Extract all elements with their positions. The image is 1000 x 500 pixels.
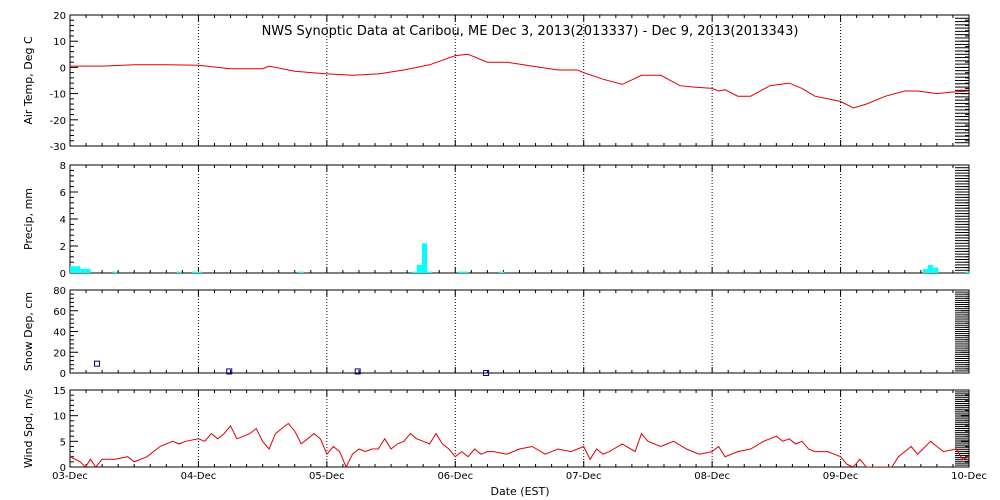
air-temp-y-tick-label: 20 (53, 11, 66, 22)
precip-bar (922, 268, 928, 273)
precip-bar (85, 268, 91, 273)
snow-depth-y-tick-label: 40 (53, 328, 66, 339)
precip-panel: 0 2 4 6 8 Precip, mm (22, 161, 971, 280)
snow-depth-y-tick-label: 20 (53, 348, 66, 359)
precip-y-tick-label: 2 (60, 242, 66, 253)
x-tick-label: 08-Dec (694, 471, 730, 482)
air-temp-y-tick-label: -30 (50, 142, 66, 153)
chart-panels: -30 -20 -10 0 10 20 Air Temp, Deg C 0 2 4 6 8 Precip… (22, 11, 987, 482)
x-tick-label: 03-Dec (52, 471, 88, 482)
air-temp-series-line (70, 53, 969, 109)
air-temp-panel: -30 -20 -10 0 10 20 Air Temp, Deg C (22, 11, 970, 153)
air-temp-y-axis-label: Air Temp, Deg C (22, 36, 35, 125)
precip-bar (427, 271, 433, 273)
wind-speed-y-axis-label: Wind Spd, m/s (22, 389, 35, 469)
snow-depth-marker (93, 360, 100, 367)
precip-bar (411, 271, 417, 273)
x-tick-label: 05-Dec (309, 471, 345, 482)
air-temp-y-tick-label: -20 (50, 116, 66, 127)
x-tick-label: 04-Dec (181, 471, 217, 482)
x-tick-label: 06-Dec (437, 471, 473, 482)
air-temp-y-tick-label: 10 (53, 37, 66, 48)
snow-depth-y-tick-label: 0 (60, 369, 66, 380)
precip-bar (298, 271, 304, 273)
precip-bar (75, 266, 81, 273)
snow-depth-marker (483, 370, 490, 376)
precip-bar (112, 271, 118, 273)
precip-y-axis-label: Precip, mm (22, 188, 35, 250)
precip-bar (416, 264, 422, 273)
precip-y-tick-label: 4 (60, 215, 66, 226)
precip-bar (192, 271, 198, 273)
snow-depth-panel: 0 20 40 60 80 Snow Dep, cm (22, 286, 970, 380)
precip-bar (80, 268, 86, 273)
wind-speed-y-tick-label: 10 (53, 412, 66, 423)
precip-bar (462, 271, 469, 273)
precip-bar (421, 243, 428, 273)
wind-speed-y-tick-label: 15 (53, 386, 66, 397)
x-tick-label: 10-Dec (951, 471, 987, 482)
precip-bar (933, 267, 939, 273)
wind-speed-series-line (70, 422, 969, 467)
precip-bar (927, 264, 934, 273)
chart-title: NWS Synoptic Data at Caribou, ME Dec 3, … (262, 24, 799, 39)
precip-bar (176, 271, 182, 273)
precip-bar (197, 271, 203, 273)
precip-y-tick-label: 8 (60, 161, 66, 172)
snow-depth-y-axis-label: Snow Dep, cm (22, 292, 35, 371)
snow-depth-y-tick-label: 80 (53, 286, 66, 297)
precip-y-tick-label: 0 (60, 269, 66, 280)
precip-y-tick-label: 6 (60, 188, 66, 199)
x-tick-label: 09-Dec (823, 471, 859, 482)
snow-depth-marker (226, 368, 233, 375)
wind-speed-y-tick-label: 0 (60, 463, 66, 474)
precip-bar (70, 266, 76, 273)
precip-bar (498, 271, 505, 273)
snow-depth-y-tick-label: 60 (53, 307, 66, 318)
air-temp-y-tick-label: -10 (50, 90, 66, 101)
precip-bar (965, 271, 971, 273)
wind-speed-y-tick-label: 5 (60, 437, 66, 448)
wind-speed-panel: 0 5 10 15 Wind Spd, m/s 03-Dec 04-Dec 05-Dec 06-… (22, 386, 987, 482)
x-axis-label: Date (EST) (490, 485, 549, 498)
precip-bar (457, 271, 463, 273)
snow-depth-marker (354, 368, 361, 375)
air-temp-y-tick-label: 0 (60, 63, 66, 74)
x-tick-label: 07-Dec (566, 471, 602, 482)
